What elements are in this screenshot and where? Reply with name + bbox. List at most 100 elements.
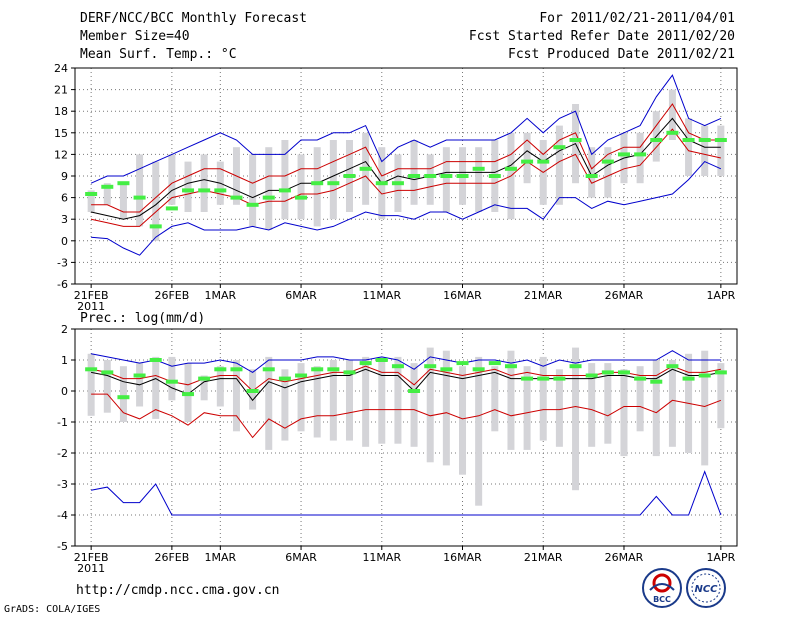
y-tick-label: -3 <box>57 478 68 491</box>
member-mark <box>165 379 178 384</box>
spread-box <box>394 356 402 444</box>
spread-box <box>588 363 596 447</box>
y-tick-label: -3 <box>57 256 68 269</box>
member-mark <box>327 367 340 372</box>
series-lower-line <box>90 128 722 227</box>
ncc-logo-text: NCC <box>694 584 718 595</box>
member-mark <box>230 195 243 200</box>
spread-box <box>297 154 305 220</box>
member-mark <box>278 188 291 193</box>
spread-box <box>200 375 208 401</box>
member-mark <box>634 376 647 381</box>
spread-box <box>168 154 176 205</box>
member-mark <box>682 138 695 142</box>
spread-box <box>362 356 370 447</box>
member-mark <box>424 364 437 369</box>
x-tick-label: 11MAR <box>362 551 401 564</box>
member-mark <box>440 174 453 178</box>
member-mark <box>537 376 550 381</box>
x-tick-label: 1APR <box>706 551 735 564</box>
member-mark <box>133 195 146 200</box>
member-mark <box>117 181 130 186</box>
source-url[interactable]: http://cmdp.ncc.cma.gov.cn <box>76 583 280 598</box>
y-tick-label: 12 <box>54 148 68 161</box>
member-mark <box>488 174 501 178</box>
series-mean-line <box>90 117 721 220</box>
spread-box <box>265 356 273 450</box>
spread-box <box>297 363 305 432</box>
spread-box <box>636 132 644 184</box>
x-tick-label: 26MAR <box>605 289 644 302</box>
spread-box <box>701 350 709 466</box>
member-mark <box>617 370 630 375</box>
spread-box <box>588 147 596 198</box>
produced-date: Fcst Produced Date 2011/02/21 <box>508 47 735 62</box>
member-mark <box>472 367 485 372</box>
x-tick-label: 11MAR <box>362 289 401 302</box>
x-tick-label: 21FEB <box>74 289 109 302</box>
x-tick-label: 16MAR <box>443 289 482 302</box>
member-mark <box>666 364 679 369</box>
y-tick-label: 2 <box>61 323 68 336</box>
x-tick-label: 26MAR <box>605 551 644 564</box>
member-mark <box>149 358 162 362</box>
spread-box <box>200 154 208 212</box>
member-mark <box>456 174 469 178</box>
spread-box <box>701 125 709 176</box>
y-tick-label: 6 <box>61 192 68 205</box>
spread-box <box>87 353 95 416</box>
y-tick-label: 3 <box>61 213 68 226</box>
member-mark <box>214 188 227 193</box>
spread-box <box>668 89 676 140</box>
member-mark <box>262 367 275 372</box>
y-tick-label: 9 <box>61 170 68 183</box>
member-mark <box>504 166 517 171</box>
x-tick-label: 26FEB <box>154 289 189 302</box>
grads-credit: GrADS: COLA/IGES <box>4 604 101 615</box>
y-tick-label: 24 <box>54 62 68 75</box>
spread-box <box>685 118 693 176</box>
member-mark <box>553 376 566 381</box>
spread-box <box>459 366 467 475</box>
member-mark <box>601 159 614 164</box>
member-mark <box>408 389 421 393</box>
member-mark <box>182 188 195 193</box>
spread-box <box>103 183 111 205</box>
y-tick-label: 1 <box>61 354 68 367</box>
member-mark <box>246 202 259 207</box>
y-tick-label: -5 <box>57 540 68 553</box>
spread-box <box>87 190 95 212</box>
plot-frame <box>74 328 738 547</box>
spread-box <box>313 366 321 438</box>
member-mark <box>456 361 469 366</box>
bcc-logo: BCC <box>642 568 682 608</box>
spread-box <box>184 161 192 212</box>
member-mark <box>311 367 324 372</box>
member-mark <box>343 174 356 178</box>
y-tick-label: 15 <box>54 127 68 140</box>
spread-box <box>636 366 644 432</box>
member-mark <box>504 364 517 369</box>
series-min-line <box>91 470 722 516</box>
bcc-logo-text: BCC <box>653 595 671 604</box>
member-mark <box>634 152 647 157</box>
member-mark <box>214 367 227 372</box>
member-mark <box>343 370 356 375</box>
year-label: 2011 <box>77 562 105 575</box>
member-mark <box>472 166 485 171</box>
spread-box <box>717 363 725 429</box>
spread-box <box>152 356 160 419</box>
member-mark <box>424 174 437 178</box>
member-mark <box>553 145 566 150</box>
y-tick-label: 21 <box>54 84 68 97</box>
member-mark <box>117 395 130 400</box>
spread-box <box>539 356 547 441</box>
y-tick-label: 18 <box>54 105 68 118</box>
chart-panel-1: 24 21 18 15 12 9 6 3 0 -3 -6 21FEB 26FEB 1MAR 6MAR 11MA… <box>54 62 738 313</box>
spread-box <box>491 366 499 432</box>
spread-box <box>410 140 418 205</box>
series-max-line <box>91 350 721 373</box>
member-mark <box>165 206 178 211</box>
x-tick-label: 1MAR <box>204 289 236 302</box>
spread-box <box>232 360 240 432</box>
